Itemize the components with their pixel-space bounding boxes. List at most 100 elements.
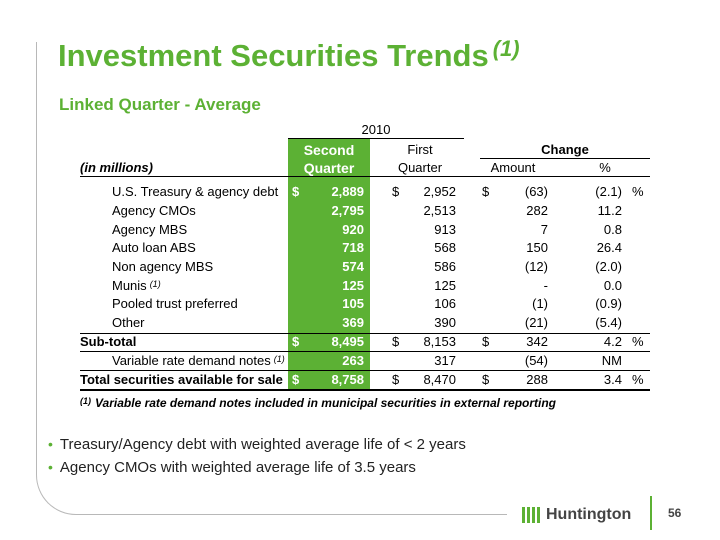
change-amount: 7 [540,222,548,237]
logo-mark-icon [522,507,540,523]
row-label: Agency MBS [112,222,188,237]
change-amount: (21) [524,315,548,330]
second-quarter-value: 2,795 [331,203,364,218]
header-percent: % [599,160,611,175]
second-quarter-value: 369 [342,315,364,330]
change-percent: (2.1) [595,184,622,199]
year-underline [288,138,464,139]
change-percent: NM [601,353,622,368]
second-quarter-value: 574 [342,259,364,274]
row-label: Pooled trust preferred [112,296,238,311]
row-label: Total securities available for sale [80,372,283,387]
change-percent: 3.4 [603,372,622,387]
change-amount: 282 [526,203,548,218]
total-bottom-rule [80,389,650,391]
change-amount: (1) [532,296,548,311]
first-quarter-dollar: $ [392,334,400,349]
first-quarter-value: 2,513 [423,203,456,218]
row-label: Auto loan ABS [112,240,196,255]
second-quarter-value: 105 [342,296,364,311]
slide-subtitle: Linked Quarter - Average [59,95,261,114]
first-quarter-value: 8,470 [423,372,456,387]
row-label: Non agency MBS [112,259,214,274]
row-label-superscript: (1) [149,279,161,289]
header-second-quarter: Quarter [303,160,355,176]
second-quarter-value: 718 [342,240,364,255]
first-quarter-value: 8,153 [423,334,456,349]
first-quarter-value: 317 [434,353,456,368]
row-label: Other [112,315,145,330]
change-amount: (54) [524,353,548,368]
header-first-quarter: Quarter [397,160,443,175]
change-percent: 0.0 [603,278,622,293]
change-dollar: $ [482,334,490,349]
bullet-item: • Treasury/Agency debt with weighted aver… [48,436,466,453]
title-superscript: (1) [492,36,520,61]
change-percent: (5.4) [595,315,622,330]
row-label-superscript: (1) [273,354,285,364]
change-percent: 4.2 [603,334,622,349]
first-quarter-value: 125 [434,278,456,293]
second-quarter-value: 8,758 [331,372,364,387]
first-quarter-value: 2,952 [423,184,456,199]
first-quarter-value: 586 [434,259,456,274]
header-second: Second [303,142,355,158]
row-label: Sub-total [80,334,137,349]
percent-sign: % [632,372,644,387]
change-percent: 11.2 [597,203,622,218]
logo-text: Huntington [546,506,632,523]
change-underline [480,158,650,159]
first-quarter-dollar: $ [392,184,400,199]
huntington-logo: Huntington [522,506,631,524]
change-amount: (63) [524,184,548,199]
change-percent: (2.0) [595,259,622,274]
first-quarter-value: 390 [434,315,456,330]
change-amount: - [543,278,548,293]
row-label: Munis (1) [112,278,161,293]
change-amount: 342 [526,334,548,349]
second-quarter-dollar: $ [292,334,300,349]
footnote: (1) Variable rate demand notes included i… [80,396,557,410]
second-quarter-dollar: $ [292,184,300,199]
second-quarter-value: 125 [342,278,364,293]
change-dollar: $ [482,372,490,387]
page-number: 56 [668,506,682,520]
change-amount: (12) [524,259,548,274]
bullet-icon: • [48,436,53,452]
second-quarter-highlight [288,138,370,390]
bullet-item: • Agency CMOs with weighted average life … [48,459,416,476]
change-amount: 288 [526,372,548,387]
row-label: Agency CMOs [112,203,196,218]
first-quarter-dollar: $ [392,372,400,387]
subtotal-bottom-rule [80,351,650,352]
slide-title: Investment Securities Trends (1) [58,36,520,73]
second-quarter-value: 263 [342,353,364,368]
units-label: (in millions) [80,160,153,175]
first-quarter-value: 106 [434,296,456,311]
change-dollar: $ [482,184,490,199]
row-label: U.S. Treasury & agency debt [112,184,279,199]
subtotal-top-rule [80,333,650,334]
percent-sign: % [632,334,644,349]
header-first: First [407,142,433,157]
header-rule [80,176,650,177]
second-quarter-value: 8,495 [331,334,364,349]
year-header: 2010 [361,122,391,137]
bullet-list: • Treasury/Agency debt with weighted aver… [48,436,466,482]
first-quarter-value: 913 [434,222,456,237]
change-percent: 0.8 [603,222,622,237]
second-quarter-value: 2,889 [331,184,364,199]
second-quarter-dollar: $ [292,372,300,387]
change-percent: 26.4 [596,240,622,255]
bullet-icon: • [48,459,53,475]
footer-divider [650,496,652,530]
header-change: Change [541,142,589,157]
change-amount: 150 [526,240,548,255]
first-quarter-value: 568 [434,240,456,255]
slide-frame [36,42,507,515]
header-amount: Amount [490,160,536,175]
total-top-rule [80,370,650,371]
percent-sign: % [632,184,644,199]
change-percent: (0.9) [595,296,622,311]
row-label: Variable rate demand notes (1) [112,353,285,368]
